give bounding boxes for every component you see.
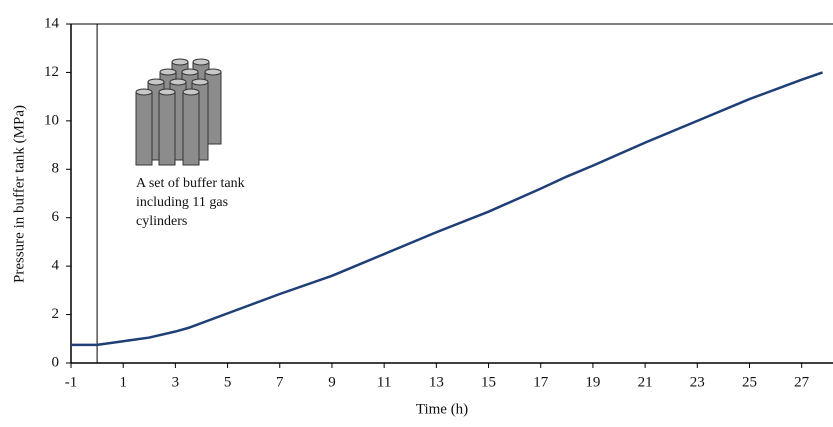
x-tick-label: 23 <box>690 374 705 390</box>
x-tick-label: 9 <box>328 374 336 390</box>
x-tick-label: 1 <box>119 374 127 390</box>
y-tick-label: 4 <box>52 258 60 274</box>
x-tick-label: 19 <box>585 374 600 390</box>
x-tick-label: 3 <box>172 374 180 390</box>
x-tick-label: 13 <box>429 374 444 390</box>
y-axis-label: Pressure in buffer tank (MPa) <box>11 105 27 283</box>
y-tick-label: 0 <box>52 354 60 370</box>
chart: Pressure in buffer tank (MPa) Time (h) 0… <box>0 0 833 422</box>
x-tick-label: 5 <box>224 374 232 390</box>
y-tick-label: 10 <box>44 112 59 128</box>
annotation: including 11 gas <box>136 195 228 210</box>
y-tick-label: 6 <box>52 209 60 225</box>
x-tick-label: 25 <box>742 374 757 390</box>
y-tick-label: 8 <box>52 161 60 177</box>
x-tick-label: -1 <box>65 374 78 390</box>
x-tick-label: 27 <box>794 374 810 390</box>
annotation: A set of buffer tank <box>136 176 245 191</box>
y-tick-label: 14 <box>44 15 60 31</box>
cylinder-icon <box>136 59 221 165</box>
x-tick-label: 11 <box>377 374 391 390</box>
x-tick-label: 7 <box>276 374 284 390</box>
x-axis-label: Time (h) <box>416 401 468 417</box>
x-tick-label: 15 <box>481 374 496 390</box>
x-tick-label: 21 <box>638 374 653 390</box>
annotation: cylinders <box>136 214 187 229</box>
y-tick-label: 12 <box>44 64 59 80</box>
x-tick-label: 17 <box>533 374 549 390</box>
y-tick-label: 2 <box>52 306 60 322</box>
